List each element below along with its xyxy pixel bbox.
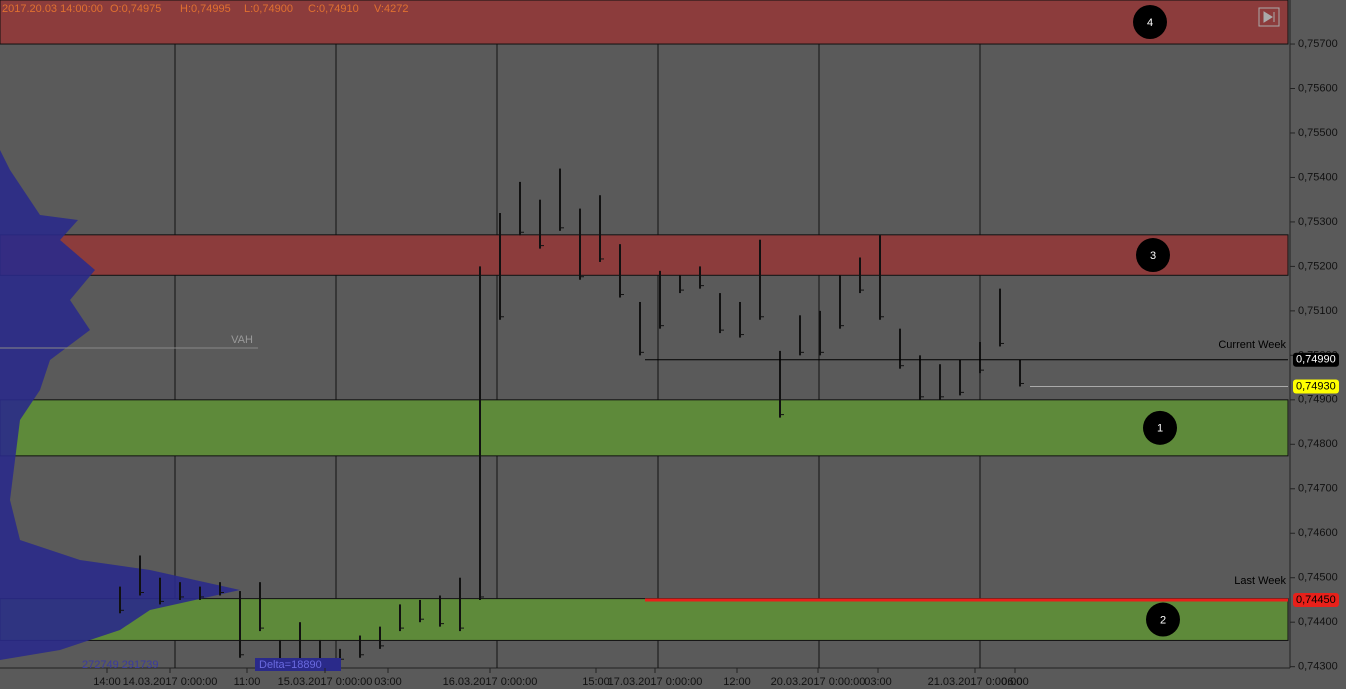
x-tick-label: 21.03.2017 0:00:00 (928, 676, 1023, 688)
x-tick-label: 11:00 (234, 676, 261, 688)
zone (0, 598, 1289, 641)
grid-verticals (174, 0, 981, 668)
profile-volume: 272749 291739 (82, 659, 158, 671)
x-tick-label: 03:00 (374, 676, 402, 688)
y-tick-label: 0,75500 (1298, 127, 1338, 139)
x-tick-label: 03:00 (864, 676, 892, 688)
y-tick-label: 0,74600 (1298, 527, 1338, 539)
y-tick-label: 0,74400 (1298, 616, 1338, 628)
x-tick-label: 16.03.2017 0:00:00 (443, 676, 538, 688)
y-tick-label: 0,74700 (1298, 483, 1338, 495)
y-tick-label: 0,74800 (1298, 438, 1338, 450)
y-tick-label: 0,75700 (1298, 38, 1338, 50)
delta-label: Delta=18890 (259, 659, 322, 671)
x-tick-label: 15:00 (582, 676, 610, 688)
zone-label: 3 (1150, 250, 1156, 262)
header-high: H:0,74995 (180, 3, 231, 15)
y-tick-label: 0,75600 (1298, 82, 1338, 94)
x-tick-label: 15.03.2017 0:00:00 (278, 676, 373, 688)
zone (0, 399, 1289, 457)
price-axis-panel (1290, 0, 1346, 689)
price-tag (1293, 352, 1339, 367)
zone (0, 0, 1289, 45)
x-tick-label: 14.03.2017 0:00:00 (123, 676, 218, 688)
play-icon (1263, 11, 1275, 23)
volume-profile (0, 150, 240, 660)
zone-badge (1133, 5, 1167, 40)
play-button[interactable] (1258, 7, 1280, 27)
y-tick-label: 0,74500 (1298, 572, 1338, 584)
y-tick-label: 0,75400 (1298, 171, 1338, 183)
header-volume: V:4272 (374, 3, 408, 15)
x-tick-label: 06:00 (1001, 676, 1029, 688)
y-tick-label: 0,74300 (1298, 661, 1338, 673)
zone-label: 2 (1160, 614, 1166, 626)
zone (0, 234, 1289, 276)
zone-badge (1136, 238, 1170, 273)
marks (119, 168, 1288, 667)
zone-label: 4 (1147, 17, 1153, 29)
price-tag-label: 0,74990 (1296, 354, 1336, 366)
header-time: 2017.20.03 14:00:00 (2, 3, 103, 15)
y-tick-label: 0,74900 (1298, 394, 1338, 406)
y-tick-label: 0,75100 (1298, 305, 1338, 317)
x-tick-label: 20.03.2017 0:00:00 (771, 676, 866, 688)
header: 2017.20.03 14:00:00 O:0,74975 H:0,74995 … (2, 3, 408, 15)
price-tag (1293, 379, 1339, 394)
delta-box (255, 658, 341, 671)
y-tick-label: 0,75200 (1298, 260, 1338, 272)
zone-badge (1146, 602, 1180, 637)
last-week-label: Last Week (1234, 575, 1286, 587)
x-tick-label: 17.03.2017 0:00:00 (608, 676, 703, 688)
vah-label: VAH (231, 334, 253, 346)
zones: 4 3 1 2 (0, 0, 1289, 641)
price-tag (1293, 592, 1339, 607)
price-tag-label: 0,74930 (1296, 380, 1336, 392)
zone-badge (1143, 410, 1177, 445)
header-low: L:0,74900 (244, 3, 293, 15)
x-tick-label: 14:00 (93, 676, 121, 688)
x-tick-label: 12:00 (723, 676, 751, 688)
y-tick-label: 0,75300 (1298, 216, 1338, 228)
zone-label: 1 (1157, 423, 1163, 435)
header-close: C:0,74910 (308, 3, 359, 15)
price-tag-label: 0,74450 (1296, 594, 1336, 606)
header-open: O:0,74975 (110, 3, 161, 15)
current-week-label: Current Week (1218, 339, 1286, 351)
